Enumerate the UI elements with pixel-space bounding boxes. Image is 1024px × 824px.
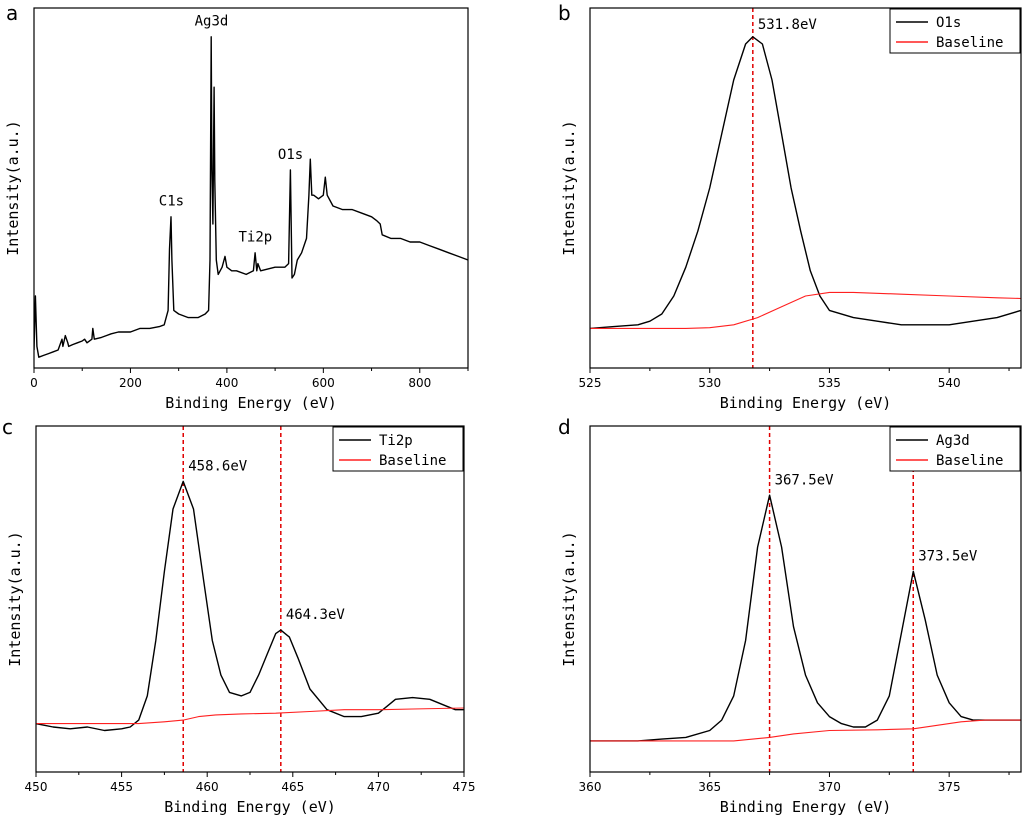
legend: Ag3d Baseline	[889, 426, 1021, 472]
panel-letter: b	[558, 1, 571, 25]
x-tick-label: 460	[196, 780, 219, 794]
plot-frame	[33, 7, 469, 369]
x-tick-label: 535	[818, 376, 841, 390]
x-tick-label: 600	[312, 376, 335, 390]
x-tick-label: 540	[938, 376, 961, 390]
legend-label: Baseline	[379, 453, 446, 469]
y-axis-label: Intensity(a.u.)	[4, 120, 22, 255]
legend-label: Baseline	[936, 453, 1003, 469]
series-baseline	[36, 707, 464, 725]
series-survey	[34, 36, 468, 358]
x-axis-label: Binding Energy (eV)	[165, 394, 337, 412]
x-tick-label: 400	[215, 376, 238, 390]
peak-annotation: 464.3eV	[286, 607, 346, 623]
peak-annotation: 458.6eV	[188, 458, 248, 474]
x-tick-label: 800	[408, 376, 431, 390]
peak-annotation: 373.5eV	[918, 548, 978, 564]
legend: O1s Baseline	[889, 8, 1021, 54]
x-tick-label: 375	[938, 780, 961, 794]
legend-box	[889, 426, 1021, 472]
series-ag3d	[590, 494, 1021, 742]
panel-d: d 360 365 370 375 Binding Energy (eV) Intensit…	[558, 415, 1022, 816]
peak-annotation: C1s	[159, 194, 184, 210]
x-tick-label: 200	[119, 376, 142, 390]
x-tick-label: 360	[579, 780, 602, 794]
legend-box	[332, 426, 464, 472]
x-axis-label: Binding Energy (eV)	[720, 394, 892, 412]
panel-letter: a	[6, 1, 18, 25]
series-ti2p	[36, 480, 464, 732]
y-axis-label: Intensity(a.u.)	[560, 531, 578, 666]
x-axis-label: Binding Energy (eV)	[164, 798, 336, 816]
plot-frame	[589, 7, 1022, 369]
legend-label: Baseline	[936, 35, 1003, 51]
panel-c: c 450 455 460 465 470 475 Binding Energy (eV) In…	[2, 415, 475, 816]
plot-frame	[589, 425, 1022, 773]
peak-annotation: 531.8eV	[758, 17, 818, 33]
series-baseline	[590, 719, 1021, 742]
legend-box	[889, 8, 1021, 54]
x-tick-label: 465	[281, 780, 304, 794]
legend-label: O1s	[936, 15, 961, 31]
x-tick-label: 370	[818, 780, 841, 794]
peak-annotation: Ag3d	[195, 14, 229, 30]
x-tick-label: 455	[110, 780, 133, 794]
series-o1s	[590, 36, 1021, 330]
peak-annotation: Ti2p	[238, 230, 272, 246]
panel-letter: c	[2, 415, 13, 439]
legend: Ti2p Baseline	[332, 426, 464, 472]
series-baseline	[590, 291, 1021, 329]
x-tick-label: 470	[367, 780, 390, 794]
x-tick-label: 525	[579, 376, 602, 390]
peak-annotation: 367.5eV	[775, 472, 835, 488]
x-tick-label: 475	[453, 780, 476, 794]
legend-label: Ag3d	[936, 433, 970, 449]
x-tick-label: 0	[30, 376, 38, 390]
plot-frame	[35, 425, 465, 773]
peak-annotation: O1s	[278, 147, 303, 163]
x-tick-label: 365	[698, 780, 721, 794]
x-tick-label: 450	[25, 780, 48, 794]
panel-a: a 0 200 400 600 800 Binding Energy (eV) Intensi…	[4, 1, 469, 412]
panel-b: b 525 530 535 540 Binding Energy (eV) Intensit…	[558, 1, 1022, 412]
panel-letter: d	[558, 415, 571, 439]
y-axis-label: Intensity(a.u.)	[6, 531, 24, 666]
x-tick-label: 530	[698, 376, 721, 390]
legend-label: Ti2p	[379, 433, 413, 449]
y-axis-label: Intensity(a.u.)	[560, 120, 578, 255]
x-axis-label: Binding Energy (eV)	[720, 798, 892, 816]
